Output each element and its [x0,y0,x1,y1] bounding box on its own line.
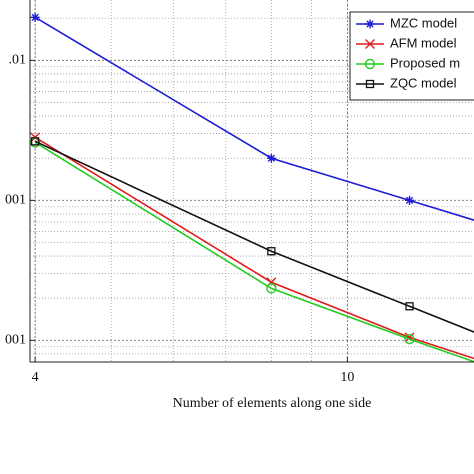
marker [30,12,40,22]
marker [267,247,276,256]
marker [266,153,276,163]
legend: MZC model AFM model Proposed m ZQC model [349,11,474,101]
x-axis-label: Number of elements along one side [173,396,372,411]
marker [405,302,414,311]
y-tick-label: 001 [5,193,26,208]
marker [365,19,375,29]
series-line [34,140,474,333]
y-tick-label: 001 [5,333,26,348]
plot-area [30,12,474,362]
x-tick-label: 10 [340,370,354,385]
legend-label: ZQC model [390,75,457,90]
series-line [34,141,474,362]
x-tick-label: 4 [32,370,39,385]
series-line [34,16,474,221]
marker [31,137,40,146]
marker [405,195,415,205]
series-line [34,136,474,360]
legend-label: MZC model [390,15,457,30]
legend-label: Proposed m [390,55,460,70]
marker [365,79,375,89]
y-tick-label: .01 [9,53,27,68]
marker [365,39,375,49]
marker [404,333,415,345]
marker [364,58,376,70]
legend-label: AFM model [390,35,457,50]
marker [266,283,277,294]
